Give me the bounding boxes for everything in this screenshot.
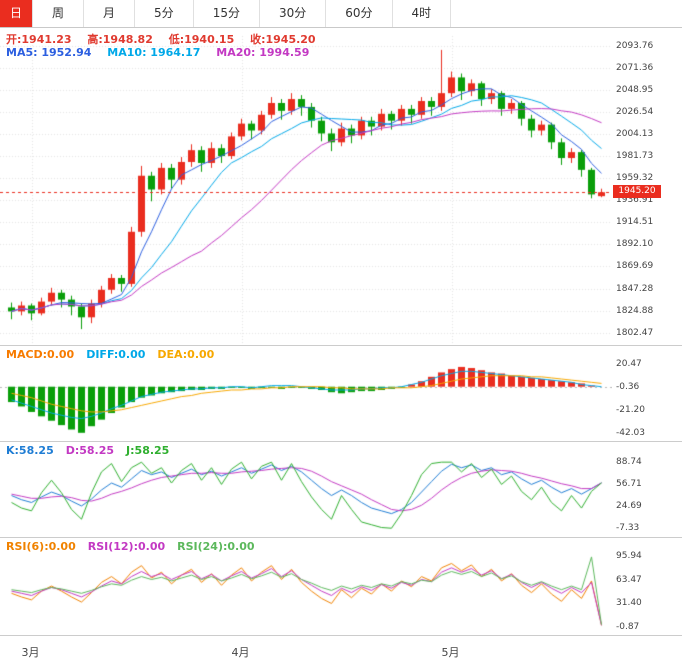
y-axis-label: 1847.28	[616, 283, 654, 294]
y-axis-label: -0.87	[616, 621, 640, 632]
rsi-indicator-panel: 95.94 63.47 31.40 -0.87 RSI(6):0.00 RSI(12):0…	[0, 538, 682, 636]
rsi-chart-canvas[interactable]	[0, 538, 612, 635]
ohlc-readout: 开:1941.23 高:1948.82 低:1940.15 收:1945.20	[6, 31, 328, 47]
last-price-tag: 1945.20	[613, 185, 661, 199]
timeframe-toolbar: 日周月 5分 15分 30分 60分 4时	[0, 0, 682, 28]
y-axis-label: 1824.88	[616, 305, 654, 316]
close-value: 收:1945.20	[250, 33, 316, 46]
ma-readout: MA5: 1952.94 MA10: 1964.17 MA20: 1994.59	[6, 46, 321, 59]
indicator-value: RSI(12):0.00	[87, 540, 166, 553]
y-axis-label: 63.47	[616, 574, 642, 585]
kdj-indicator-panel: 88.74 56.71 24.69 -7.33 K:58.25 D:58.25 J:58.2…	[0, 442, 682, 538]
y-axis-label: 1936.91	[616, 195, 654, 206]
candlestick-chart-canvas[interactable]	[0, 28, 612, 345]
time-axis: 3月 4月 5月	[0, 636, 682, 670]
tab-daily[interactable]: 日	[0, 0, 34, 27]
y-axis-label: 88.74	[616, 456, 642, 467]
tab-15min[interactable]: 15分	[194, 0, 260, 27]
indicator-value: DEA:0.00	[157, 348, 215, 361]
ma20-value: MA20: 1994.59	[216, 46, 310, 59]
indicator-header: MACD:0.00 DIFF:0.00 DEA:0.00	[6, 348, 226, 361]
x-axis-month-label: 5月	[441, 646, 460, 659]
y-axis-label: 31.40	[616, 598, 642, 609]
y-axis-label: 2093.76	[616, 41, 654, 52]
y-axis-label: 1959.32	[616, 173, 654, 184]
y-axis-label: 24.69	[616, 501, 642, 512]
x-axis-month-label: 4月	[231, 646, 250, 659]
tab-monthly[interactable]: 月	[84, 0, 136, 27]
y-axis-label: 2048.95	[616, 85, 654, 96]
indicator-header: RSI(6):0.00 RSI(12):0.00 RSI(24):0.00	[6, 540, 267, 553]
indicator-value: K:58.25	[6, 444, 54, 457]
low-value: 低:1940.15	[168, 33, 235, 46]
y-axis-label: -0.36	[616, 382, 640, 393]
tab-4hour[interactable]: 4时	[393, 0, 452, 27]
y-axis-label: -21.20	[616, 404, 646, 415]
y-axis-label: 1914.51	[616, 217, 654, 228]
tab-60min[interactable]: 60分	[326, 0, 393, 27]
y-axis-label: 20.47	[616, 359, 642, 370]
tab-30min[interactable]: 30分	[260, 0, 327, 27]
indicator-header: K:58.25 D:58.25 J:58.25	[6, 444, 181, 457]
y-axis-label: -7.33	[616, 523, 640, 534]
y-axis-label: 1892.10	[616, 239, 654, 250]
open-value: 开:1941.23	[6, 33, 72, 46]
y-axis-label: 2071.36	[616, 63, 654, 74]
y-axis-label: 2004.13	[616, 129, 654, 140]
ma5-value: MA5: 1952.94	[6, 46, 92, 59]
tab-5min[interactable]: 5分	[135, 0, 194, 27]
macd-chart-canvas[interactable]	[0, 346, 612, 441]
y-axis-label: 1802.47	[616, 327, 654, 338]
tab-weekly[interactable]: 周	[33, 0, 85, 27]
y-axis-label: -42.03	[616, 427, 646, 438]
x-axis-month-label: 3月	[21, 646, 40, 659]
indicator-value: RSI(6):0.00	[6, 540, 76, 553]
indicator-value: DIFF:0.00	[86, 348, 146, 361]
indicator-value: MACD:0.00	[6, 348, 75, 361]
macd-indicator-panel: 20.47 -0.36 -21.20 -42.03 MACD:0.00 DIFF:0.00…	[0, 346, 682, 442]
y-axis-label: 56.71	[616, 478, 642, 489]
main-chart-panel: 开:1941.23 高:1948.82 低:1940.15 收:1945.20 …	[0, 28, 682, 346]
ma10-value: MA10: 1964.17	[107, 46, 201, 59]
high-value: 高:1948.82	[87, 33, 153, 46]
indicator-value: RSI(24):0.00	[177, 540, 255, 553]
indicator-value: J:58.25	[126, 444, 170, 457]
indicator-value: D:58.25	[65, 444, 115, 457]
y-axis-label: 1869.69	[616, 261, 654, 272]
y-axis-label: 95.94	[616, 551, 642, 562]
kdj-chart-canvas[interactable]	[0, 442, 612, 537]
y-axis-label: 1981.73	[616, 151, 654, 162]
y-axis-label: 2026.54	[616, 107, 654, 118]
